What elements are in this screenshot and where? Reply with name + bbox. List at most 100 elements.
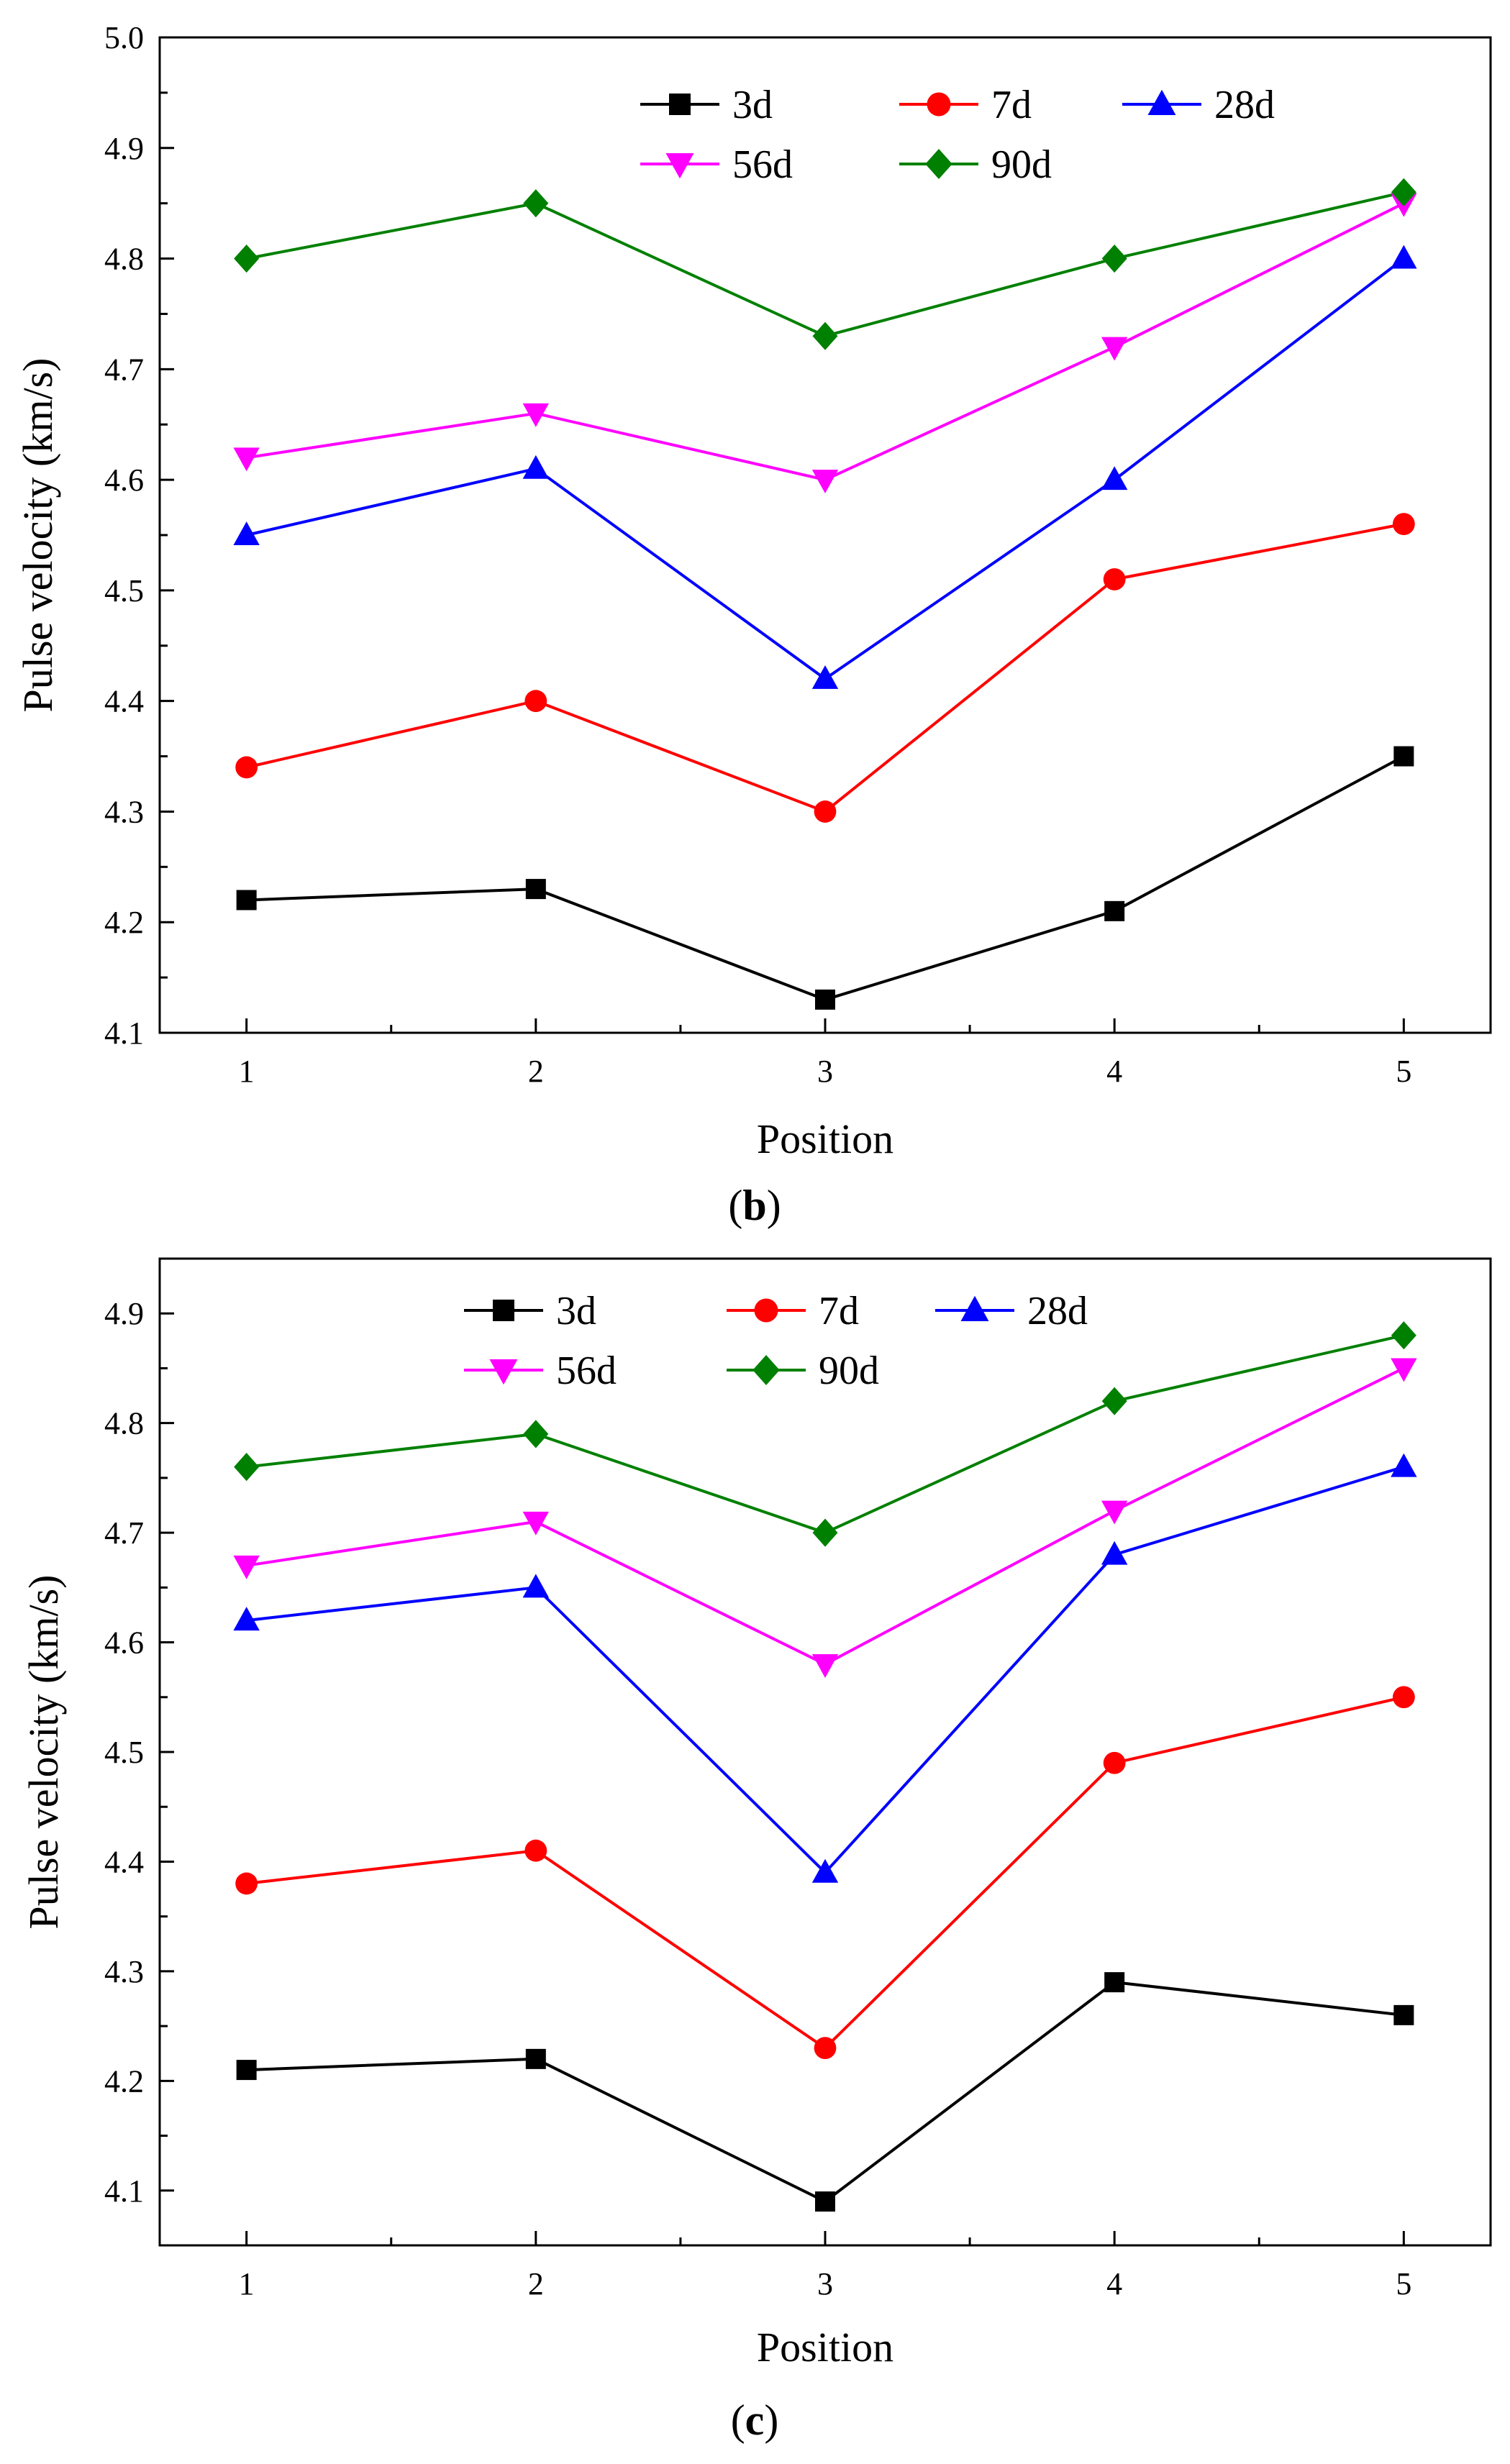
legend-item-28d: 28d [1122, 83, 1275, 127]
point-90d [1101, 244, 1127, 273]
plot-frame [158, 1257, 1492, 2247]
legend-label: 28d [1214, 83, 1275, 127]
point-7d [1103, 1751, 1126, 1774]
point-28d [811, 665, 839, 689]
point-3d [1393, 2004, 1414, 2025]
point-3d [236, 2060, 257, 2081]
legend-marker [752, 1355, 780, 1385]
point-56d [1391, 1358, 1417, 1382]
point-7d [1103, 568, 1126, 590]
series-layer [233, 1321, 1417, 2212]
x-tick-label: 2 [528, 2266, 544, 2301]
legend-label: 56d [732, 142, 793, 187]
series-line-3d [246, 754, 1405, 1001]
y-tick-label: 4.6 [104, 462, 144, 498]
legend-marker [665, 153, 694, 179]
point-90d [1101, 1387, 1127, 1415]
point-56d [811, 470, 839, 494]
y-tick-label: 4.5 [104, 1735, 144, 1770]
series-line-3d [246, 1981, 1404, 2203]
legend-label: 28d [1027, 1289, 1088, 1333]
y-axis-title: Pulse velocity (km/s) [20, 1575, 67, 1930]
point-56d [522, 403, 550, 427]
panel-letter: c [745, 2396, 765, 2444]
point-7d [1392, 1686, 1415, 1709]
point-90d [234, 1453, 260, 1482]
y-tick-label: 4.3 [104, 794, 144, 829]
point-7d [524, 690, 547, 713]
chart-panel-b: 1 2 3 4 5 4.1 4.2 4.3 4.4 4.5 4.6 4.7 4.8 4.9 5.0 3d 7d… [14, 20, 1492, 1229]
point-90d [812, 321, 838, 350]
legend-item-3d: 3d [464, 1289, 596, 1333]
legend-item-90d: 90d [727, 1349, 879, 1393]
point-90d [234, 244, 260, 273]
y-tick-label: 4.9 [104, 131, 144, 166]
x-tick-label: 3 [817, 1054, 833, 1089]
axis-ticks: 1 2 3 4 5 4.1 4.2 4.3 4.4 4.5 4.6 4.7 4.8 4.9 [104, 1296, 1411, 2301]
legend-label: 90d [991, 142, 1052, 187]
x-axis-title: Position [757, 2324, 893, 2371]
y-tick-label: 4.2 [104, 2063, 144, 2099]
legend-item-3d: 3d [640, 83, 773, 127]
series-line-90d [246, 191, 1404, 338]
y-tick-label: 4.4 [104, 1844, 144, 1879]
x-tick-label: 4 [1106, 1054, 1122, 1089]
point-7d [235, 756, 258, 779]
series-layer [233, 178, 1417, 1010]
legend-label: 3d [556, 1289, 596, 1333]
point-7d [1392, 513, 1415, 536]
legend-label: 7d [991, 83, 1032, 127]
point-28d [1391, 1453, 1417, 1477]
x-tick-label: 4 [1106, 2266, 1122, 2301]
point-7d [814, 2037, 837, 2060]
legend-marker [669, 93, 691, 115]
point-3d [1104, 1972, 1125, 1993]
legend-marker [1147, 89, 1176, 115]
point-28d [1101, 1541, 1128, 1565]
x-tick-label: 5 [1396, 1054, 1411, 1089]
point-28d [522, 1574, 550, 1598]
x-tick-label: 1 [239, 2266, 255, 2301]
point-28d [233, 1607, 260, 1631]
point-7d [235, 1872, 258, 1895]
legend-label: 56d [556, 1349, 617, 1393]
x-tick-label: 1 [239, 1054, 255, 1089]
point-90d [523, 1420, 549, 1448]
y-tick-label: 4.5 [104, 573, 144, 608]
legend-label: 90d [819, 1349, 879, 1393]
legend-marker [960, 1295, 989, 1321]
point-56d [811, 1654, 839, 1678]
point-56d [1101, 337, 1128, 361]
x-axis-title: Position [757, 1115, 893, 1162]
legend-marker [925, 149, 952, 179]
panel-label: (b) [728, 1182, 781, 1229]
point-28d [811, 1858, 839, 1883]
panel-letter: b [742, 1182, 766, 1229]
point-28d [1391, 245, 1417, 269]
panel-label: (c) [731, 2396, 779, 2444]
point-90d [523, 189, 549, 218]
point-3d [236, 890, 257, 911]
legend: 3d 7d 28d 56d 90d [640, 83, 1275, 187]
plot-frame [158, 36, 1492, 1034]
point-56d [233, 1555, 260, 1579]
point-28d [522, 455, 550, 479]
x-tick-label: 3 [817, 2266, 833, 2301]
y-axis-title: Pulse velocity (km/s) [14, 358, 61, 713]
y-tick-label: 4.1 [104, 2173, 144, 2209]
x-tick-label: 2 [528, 1054, 544, 1089]
point-56d [522, 1511, 550, 1536]
point-28d [1101, 466, 1128, 490]
y-tick-label: 4.3 [104, 1954, 144, 1989]
legend: 3d 7d 28d 56d 90d [464, 1289, 1088, 1393]
legend-item-7d: 7d [727, 1289, 859, 1333]
legend-item-28d: 28d [935, 1289, 1088, 1333]
y-tick-label: 4.8 [104, 1406, 144, 1441]
y-tick-label: 4.7 [104, 1515, 144, 1551]
y-tick-label: 4.1 [104, 1016, 144, 1051]
point-3d [525, 2048, 546, 2069]
y-tick-label: 4.6 [104, 1625, 144, 1661]
point-3d [1104, 900, 1125, 921]
legend-item-90d: 90d [899, 142, 1052, 187]
